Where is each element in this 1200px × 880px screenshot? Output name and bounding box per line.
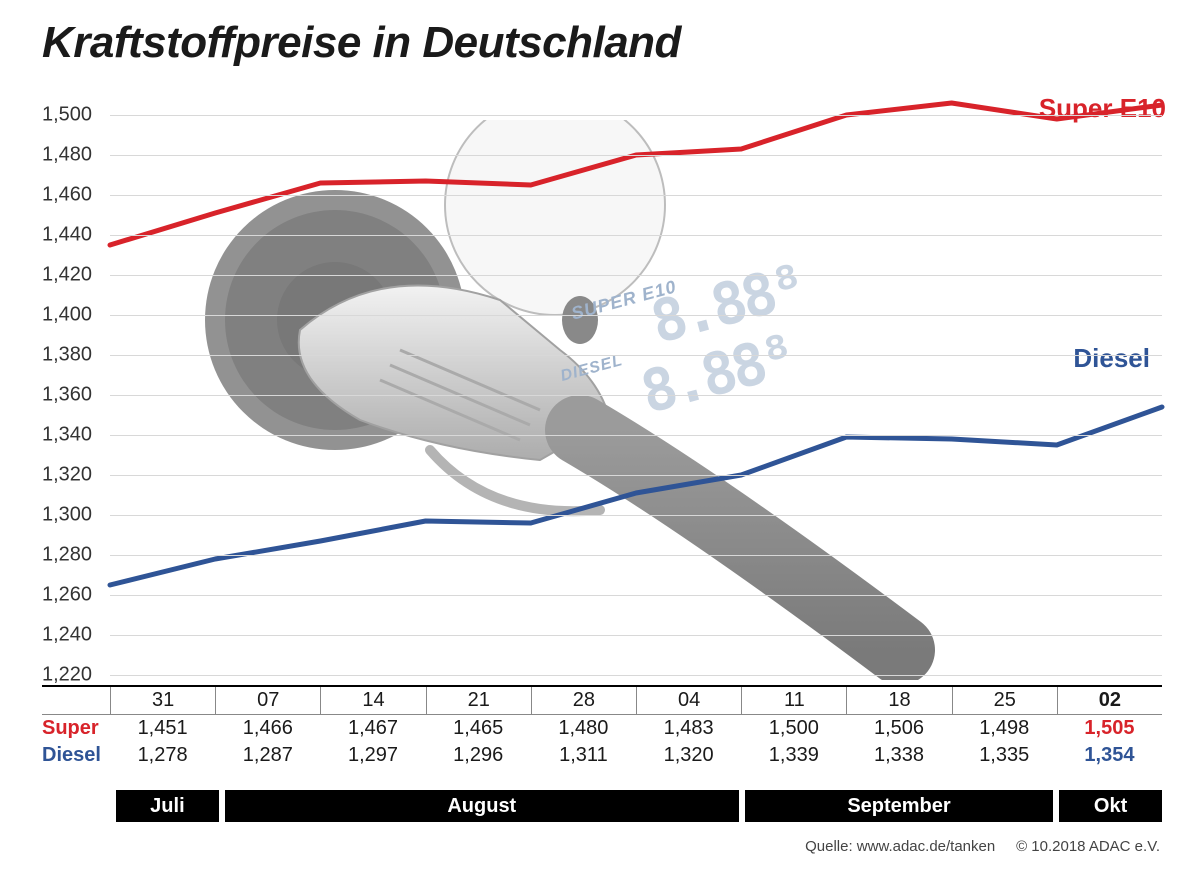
plot-area: Super E10 Diesel	[110, 95, 1162, 675]
y-tick-label: 1,280	[42, 544, 92, 567]
chart-title: Kraftstoffpreise in Deutschland	[42, 18, 681, 68]
value-cell: 1,335	[952, 742, 1057, 769]
month-segment: Juli	[116, 790, 219, 822]
y-tick-label: 1,260	[42, 584, 92, 607]
row-label-super: Super	[42, 717, 110, 740]
value-cell: 1,483	[636, 715, 741, 742]
gridline	[110, 475, 1162, 476]
table-date-row: 31071421280411182502	[42, 685, 1162, 715]
gridline	[110, 515, 1162, 516]
y-tick-label: 1,380	[42, 344, 92, 367]
month-segment: August	[225, 790, 739, 822]
value-cell: 1,467	[320, 715, 425, 742]
date-cell: 07	[215, 687, 320, 714]
y-tick-label: 1,240	[42, 624, 92, 647]
series-label-super: Super E10	[1039, 93, 1166, 124]
value-cell: 1,278	[110, 742, 215, 769]
date-cell: 14	[320, 687, 425, 714]
value-cell: 1,354	[1057, 742, 1162, 769]
gridline	[110, 435, 1162, 436]
gridline	[110, 235, 1162, 236]
value-cell: 1,466	[215, 715, 320, 742]
y-tick-label: 1,420	[42, 264, 92, 287]
data-table: 31071421280411182502Super1,4511,4661,467…	[42, 685, 1162, 769]
value-cell: 1,498	[952, 715, 1057, 742]
row-label-diesel: Diesel	[42, 744, 110, 767]
month-spacer	[42, 790, 110, 822]
value-cell: 1,311	[531, 742, 636, 769]
value-cell: 1,339	[741, 742, 846, 769]
line-series-svg	[110, 95, 1162, 675]
gridline	[110, 115, 1162, 116]
value-cell: 1,505	[1057, 715, 1162, 742]
y-tick-label: 1,340	[42, 424, 92, 447]
y-tick-label: 1,360	[42, 384, 92, 407]
credit-source: Quelle: www.adac.de/tanken	[805, 838, 995, 855]
y-tick-label: 1,400	[42, 304, 92, 327]
y-tick-label: 1,440	[42, 224, 92, 247]
date-cell: 11	[741, 687, 846, 714]
line-series-super	[110, 103, 1162, 245]
table-row-super: Super1,4511,4661,4671,4651,4801,4831,500…	[42, 715, 1162, 742]
value-cell: 1,320	[636, 742, 741, 769]
gridline	[110, 675, 1162, 676]
row-label-spacer	[42, 689, 110, 712]
value-cell: 1,297	[320, 742, 425, 769]
date-cell: 04	[636, 687, 741, 714]
y-tick-label: 1,300	[42, 504, 92, 527]
y-tick-label: 1,220	[42, 664, 92, 687]
gridline	[110, 315, 1162, 316]
month-segment: September	[745, 790, 1053, 822]
date-cell: 31	[110, 687, 215, 714]
date-cell: 18	[846, 687, 951, 714]
gridline	[110, 595, 1162, 596]
y-tick-label: 1,480	[42, 144, 92, 167]
line-series-diesel	[110, 407, 1162, 585]
y-tick-label: 1,460	[42, 184, 92, 207]
table-row-diesel: Diesel1,2781,2871,2971,2961,3111,3201,33…	[42, 742, 1162, 769]
gridline	[110, 155, 1162, 156]
credit-copyright: © 10.2018 ADAC e.V.	[1016, 838, 1160, 855]
value-cell: 1,296	[426, 742, 531, 769]
gridline	[110, 395, 1162, 396]
month-bar: JuliAugustSeptemberOkt	[42, 790, 1162, 822]
y-tick-label: 1,320	[42, 464, 92, 487]
date-cell: 25	[952, 687, 1057, 714]
value-cell: 1,287	[215, 742, 320, 769]
credit-line: Quelle: www.adac.de/tanken © 10.2018 ADA…	[805, 838, 1160, 855]
date-cell: 28	[531, 687, 636, 714]
month-segment: Okt	[1059, 790, 1162, 822]
value-cell: 1,465	[426, 715, 531, 742]
y-tick-label: 1,500	[42, 104, 92, 127]
gridline	[110, 555, 1162, 556]
value-cell: 1,506	[846, 715, 951, 742]
value-cell: 1,451	[110, 715, 215, 742]
gridline	[110, 195, 1162, 196]
value-cell: 1,500	[741, 715, 846, 742]
date-cell: 02	[1057, 687, 1162, 714]
gridline	[110, 275, 1162, 276]
date-cell: 21	[426, 687, 531, 714]
gridline	[110, 355, 1162, 356]
chart-area: 1,2201,2401,2601,2801,3001,3201,3401,360…	[42, 95, 1162, 675]
gridline	[110, 635, 1162, 636]
value-cell: 1,480	[531, 715, 636, 742]
value-cell: 1,338	[846, 742, 951, 769]
series-label-diesel: Diesel	[1073, 343, 1150, 374]
